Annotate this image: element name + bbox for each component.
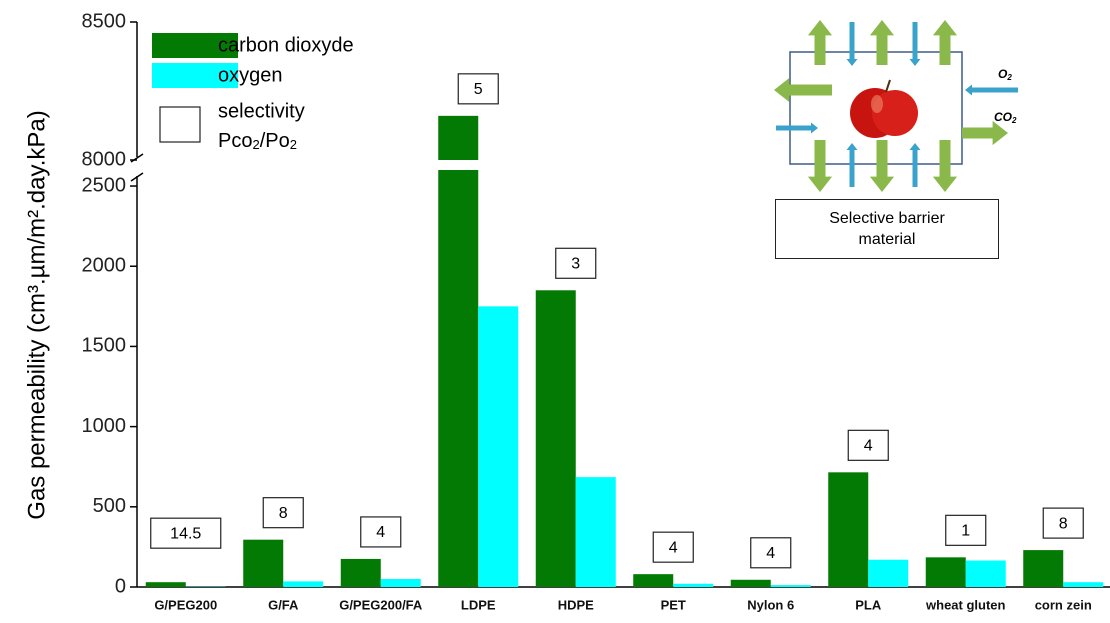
bar	[828, 472, 869, 587]
y-tick-label: 8000	[82, 148, 127, 170]
y-tick-label: 2500	[82, 174, 127, 196]
legend-label: carbon dioxyde	[218, 34, 354, 56]
y-tick-label: 0	[115, 575, 126, 597]
selectivity-label: 14.5	[170, 525, 201, 542]
legend-label-part: Pco	[218, 130, 252, 152]
bar	[1063, 582, 1104, 587]
inset-label-part: 2	[1006, 73, 1012, 82]
arrow-co2	[807, 140, 833, 192]
arrow-o2	[846, 22, 858, 66]
inset-box	[789, 51, 963, 165]
selectivity-label: 4	[376, 524, 385, 541]
selectivity-box	[1042, 507, 1084, 539]
selectivity-box	[262, 497, 304, 529]
arrow-co2	[869, 140, 895, 192]
bar	[868, 559, 909, 587]
arrow-o2	[846, 143, 858, 187]
arrow-co2	[932, 20, 958, 65]
bar	[478, 306, 519, 587]
selectivity-box	[457, 73, 499, 105]
bar	[243, 539, 284, 587]
legend-swatch	[152, 33, 238, 58]
bar	[380, 578, 421, 587]
selectivity-label: 1	[961, 523, 970, 540]
legend-label-part: /Po	[260, 130, 290, 152]
arrow-co2	[774, 77, 832, 103]
x-tick-label: G/PEG200/FA	[339, 597, 423, 612]
bar	[438, 170, 479, 587]
bar	[145, 582, 186, 587]
arrow-o2	[965, 84, 1018, 96]
apple	[872, 90, 918, 136]
apple-stem	[885, 79, 891, 93]
selectivity-box	[150, 517, 222, 549]
inset-label-part: CO	[994, 110, 1013, 124]
inset-label-part: O	[998, 67, 1008, 81]
legend-swatch	[152, 63, 238, 88]
selectivity-box	[652, 531, 694, 563]
inset-label: CO2	[994, 110, 1017, 124]
selectivity-box	[360, 516, 402, 548]
selectivity-label: 8	[1059, 515, 1068, 532]
axis-break	[130, 172, 144, 182]
arrow-co2	[932, 140, 958, 192]
bar	[770, 585, 811, 587]
bar	[673, 583, 714, 587]
selectivity-box	[945, 514, 987, 546]
bar	[575, 477, 616, 587]
x-tick-label: corn zein	[1035, 597, 1092, 612]
bar	[438, 115, 479, 160]
bar	[340, 558, 381, 587]
x-tick-label: PET	[661, 597, 686, 612]
bar	[1023, 550, 1064, 587]
selectivity-label: 5	[474, 81, 483, 98]
selectivity-box	[555, 247, 597, 279]
x-tick-label: PLA	[855, 597, 882, 612]
y-axis-label: Gas permeability (cm³.µm/m².day.kPa)	[23, 110, 50, 519]
legend-label-part: 2	[252, 137, 259, 152]
x-tick-label: wheat gluten	[925, 597, 1006, 612]
bar	[965, 560, 1006, 587]
y-tick-label: 8500	[82, 10, 127, 32]
bar	[730, 579, 771, 587]
y-tick-label: 1000	[82, 415, 127, 437]
arrow-o2	[909, 143, 921, 187]
selectivity-label: 4	[669, 539, 678, 556]
inset-label-part: 2	[1011, 116, 1017, 125]
bar	[925, 557, 966, 587]
selectivity-label: 4	[864, 438, 873, 455]
apple-shine	[871, 95, 883, 113]
y-tick-label: 500	[93, 495, 126, 517]
arrow-co2	[869, 20, 895, 65]
arrow-o2	[776, 122, 818, 134]
inset-label: O2	[998, 67, 1012, 81]
legend-swatch	[159, 106, 201, 143]
y-tick-label: 2000	[82, 255, 127, 277]
x-tick-label: LDPE	[461, 597, 496, 612]
x-tick-label: HDPE	[558, 597, 594, 612]
selectivity-box	[847, 429, 889, 461]
inset-caption: Selective barrier material	[775, 199, 999, 259]
bar	[535, 290, 576, 587]
selectivity-label: 3	[571, 256, 580, 273]
x-tick-label: G/PEG200	[154, 597, 217, 612]
arrow-co2	[807, 20, 833, 65]
legend-label-part: 2	[290, 137, 297, 152]
x-tick-label: Nylon 6	[747, 597, 794, 612]
selectivity-label: 4	[766, 545, 775, 562]
legend-label: Pco2/Po2	[218, 130, 297, 152]
y-tick-label: 1500	[82, 335, 127, 357]
bar	[633, 574, 674, 587]
legend-label: oxygen	[218, 64, 283, 86]
selectivity-box	[750, 537, 792, 569]
arrow-co2	[962, 120, 1008, 146]
arrow-o2	[909, 22, 921, 66]
bar	[283, 581, 324, 587]
x-tick-label: G/FA	[268, 597, 299, 612]
selectivity-label: 8	[279, 505, 288, 522]
legend-label: selectivity	[218, 100, 305, 122]
